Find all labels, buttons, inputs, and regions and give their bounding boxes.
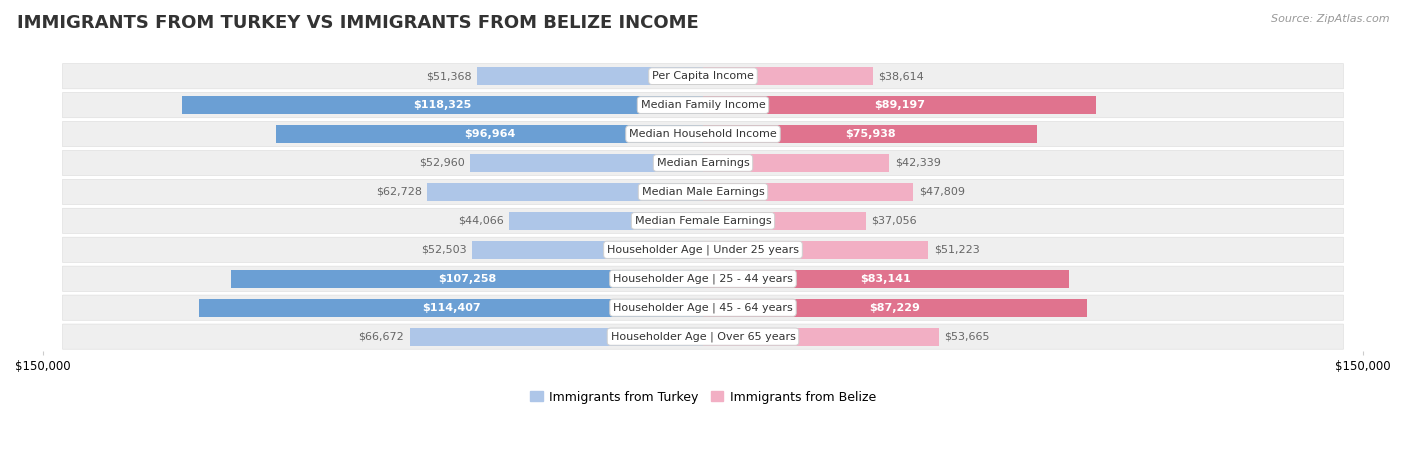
FancyBboxPatch shape: [63, 92, 1343, 118]
Text: $38,614: $38,614: [879, 71, 924, 81]
Text: Median Household Income: Median Household Income: [628, 129, 778, 139]
FancyBboxPatch shape: [63, 64, 1343, 89]
Text: $83,141: $83,141: [860, 274, 911, 284]
Bar: [477, 67, 703, 85]
FancyBboxPatch shape: [63, 179, 1343, 205]
Bar: [703, 212, 866, 230]
Text: Median Male Earnings: Median Male Earnings: [641, 187, 765, 197]
Bar: [409, 328, 703, 346]
Text: $53,665: $53,665: [945, 332, 990, 342]
Bar: [703, 299, 1087, 317]
FancyBboxPatch shape: [63, 121, 1343, 147]
Bar: [470, 154, 703, 172]
Text: $107,258: $107,258: [437, 274, 496, 284]
FancyBboxPatch shape: [63, 208, 1343, 234]
Text: Householder Age | Under 25 years: Householder Age | Under 25 years: [607, 245, 799, 255]
Bar: [231, 270, 703, 288]
Text: $44,066: $44,066: [458, 216, 503, 226]
Text: $62,728: $62,728: [375, 187, 422, 197]
FancyBboxPatch shape: [63, 266, 1343, 291]
Text: $42,339: $42,339: [894, 158, 941, 168]
Text: $52,503: $52,503: [420, 245, 467, 255]
Bar: [703, 270, 1069, 288]
Legend: Immigrants from Turkey, Immigrants from Belize: Immigrants from Turkey, Immigrants from …: [526, 386, 880, 409]
Text: $37,056: $37,056: [872, 216, 917, 226]
Text: IMMIGRANTS FROM TURKEY VS IMMIGRANTS FROM BELIZE INCOME: IMMIGRANTS FROM TURKEY VS IMMIGRANTS FRO…: [17, 14, 699, 32]
Text: Median Earnings: Median Earnings: [657, 158, 749, 168]
Text: Householder Age | 25 - 44 years: Householder Age | 25 - 44 years: [613, 274, 793, 284]
Text: $89,197: $89,197: [873, 100, 925, 110]
Text: Householder Age | Over 65 years: Householder Age | Over 65 years: [610, 332, 796, 342]
Text: $75,938: $75,938: [845, 129, 896, 139]
Bar: [703, 183, 914, 201]
Bar: [183, 96, 703, 114]
FancyBboxPatch shape: [63, 237, 1343, 262]
Bar: [703, 125, 1038, 143]
Text: $66,672: $66,672: [359, 332, 405, 342]
Bar: [200, 299, 703, 317]
FancyBboxPatch shape: [63, 150, 1343, 176]
Bar: [427, 183, 703, 201]
Text: Per Capita Income: Per Capita Income: [652, 71, 754, 81]
Text: $118,325: $118,325: [413, 100, 472, 110]
Text: Median Family Income: Median Family Income: [641, 100, 765, 110]
Text: $51,368: $51,368: [426, 71, 471, 81]
Text: Householder Age | 45 - 64 years: Householder Age | 45 - 64 years: [613, 303, 793, 313]
Text: $96,964: $96,964: [464, 129, 516, 139]
Text: $52,960: $52,960: [419, 158, 464, 168]
Text: $51,223: $51,223: [934, 245, 980, 255]
Text: $114,407: $114,407: [422, 303, 481, 313]
Bar: [703, 241, 928, 259]
FancyBboxPatch shape: [63, 324, 1343, 349]
Bar: [276, 125, 703, 143]
Bar: [703, 154, 890, 172]
Bar: [703, 328, 939, 346]
Bar: [703, 67, 873, 85]
Text: Median Female Earnings: Median Female Earnings: [634, 216, 772, 226]
Text: $87,229: $87,229: [869, 303, 921, 313]
Text: Source: ZipAtlas.com: Source: ZipAtlas.com: [1271, 14, 1389, 24]
FancyBboxPatch shape: [63, 295, 1343, 320]
Text: $47,809: $47,809: [918, 187, 965, 197]
Bar: [472, 241, 703, 259]
Bar: [703, 96, 1095, 114]
Bar: [509, 212, 703, 230]
